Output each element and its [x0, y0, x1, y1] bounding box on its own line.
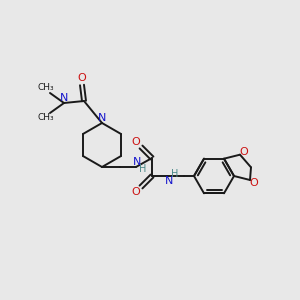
Text: N: N	[98, 113, 106, 123]
Text: N: N	[60, 93, 68, 103]
Text: CH₃: CH₃	[38, 83, 54, 92]
Text: O: O	[132, 187, 140, 197]
Text: O: O	[240, 147, 248, 157]
Text: O: O	[250, 178, 258, 188]
Text: O: O	[78, 73, 86, 83]
Text: CH₃: CH₃	[38, 113, 54, 122]
Text: O: O	[132, 137, 140, 147]
Text: H: H	[171, 169, 179, 179]
Text: H: H	[139, 164, 147, 174]
Text: N: N	[133, 157, 141, 167]
Text: N: N	[165, 176, 173, 186]
